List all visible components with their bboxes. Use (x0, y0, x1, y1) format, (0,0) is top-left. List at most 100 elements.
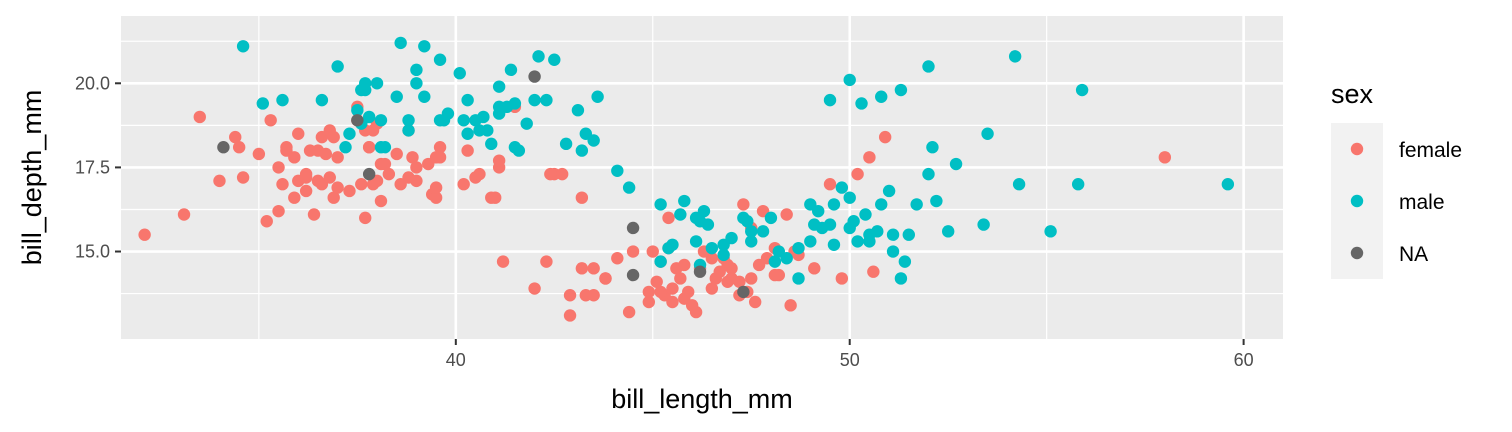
point-male (808, 218, 821, 231)
point-male (863, 228, 876, 241)
point-male (485, 137, 498, 151)
point-male (1012, 178, 1026, 191)
x-tick-label: 50 (840, 350, 860, 370)
point-male (591, 90, 604, 103)
x-axis-ticks: 40 50 60 (446, 339, 1254, 370)
point-female (272, 204, 285, 218)
point-male (339, 141, 352, 154)
point-na (528, 70, 541, 83)
point-male (764, 211, 778, 225)
point-female (433, 141, 447, 154)
point-female (236, 171, 250, 184)
point-female (496, 255, 510, 268)
point-na (217, 141, 230, 154)
legend-label-male: male (1399, 191, 1445, 214)
point-male (922, 60, 935, 73)
point-male (394, 36, 407, 50)
point-male (508, 97, 522, 110)
point-female (540, 255, 553, 268)
point-female (784, 299, 797, 312)
point-male (705, 241, 719, 255)
point-female (622, 305, 636, 319)
point-female (544, 167, 557, 181)
point-male (851, 235, 864, 248)
point-female (705, 282, 719, 295)
point-male (477, 110, 490, 124)
point-female (378, 157, 392, 171)
point-female (642, 285, 656, 299)
point-male (678, 194, 691, 208)
point-female (319, 147, 333, 161)
point-male (351, 104, 364, 117)
point-male (823, 218, 837, 231)
point-male (894, 83, 908, 97)
x-axis-title: bill_length_mm (611, 384, 793, 414)
point-male (902, 228, 915, 241)
point-female (374, 194, 388, 208)
point-male (492, 100, 506, 114)
point-male (410, 77, 423, 90)
point-female (650, 275, 663, 289)
point-female (733, 275, 746, 289)
point-male (1008, 50, 1022, 63)
point-female (327, 191, 340, 204)
point-male (855, 97, 868, 110)
point-male (402, 124, 415, 137)
point-male (835, 181, 849, 194)
point-male (481, 124, 494, 137)
point-male (827, 238, 841, 251)
point-male (654, 198, 667, 211)
point-male (701, 218, 715, 231)
point-male (941, 225, 955, 238)
point-male (922, 167, 935, 181)
point-male (910, 198, 923, 211)
point-male (1075, 83, 1089, 97)
point-female (433, 151, 447, 164)
point-male (418, 90, 431, 103)
point-male (622, 181, 636, 194)
point-male (654, 255, 667, 268)
point-female (808, 262, 821, 275)
point-female (492, 154, 506, 167)
point-female (292, 127, 305, 140)
point-male (843, 73, 856, 87)
point-na (737, 285, 750, 299)
point-female (489, 191, 502, 204)
point-male (930, 194, 943, 208)
point-male (548, 53, 561, 66)
y-tick-label: 15.0 (75, 242, 110, 262)
point-male (886, 228, 900, 241)
point-female (528, 282, 541, 295)
point-male (756, 225, 770, 238)
point-female (410, 174, 423, 188)
point-male (256, 97, 270, 110)
point-male (559, 137, 573, 151)
point-female (382, 167, 396, 181)
data-points (138, 36, 1235, 322)
point-female (863, 151, 876, 164)
point-na (626, 268, 640, 282)
point-male (804, 235, 817, 248)
point-male (331, 60, 344, 73)
point-male (792, 241, 805, 255)
point-female (299, 171, 313, 184)
point-female (851, 167, 864, 181)
point-female (229, 130, 242, 144)
point-female (213, 174, 226, 188)
point-female (587, 289, 600, 302)
point-male (528, 93, 541, 107)
point-male (433, 114, 447, 127)
point-male (575, 144, 589, 157)
point-male (236, 40, 250, 53)
point-male (886, 245, 900, 258)
point-female (737, 198, 750, 211)
point-female (343, 184, 356, 198)
x-tick-label: 60 (1234, 350, 1254, 370)
point-female (390, 147, 403, 161)
point-male (792, 272, 805, 285)
point-male (745, 235, 758, 248)
point-male (898, 255, 912, 268)
point-female (823, 178, 837, 191)
point-female (429, 181, 443, 194)
